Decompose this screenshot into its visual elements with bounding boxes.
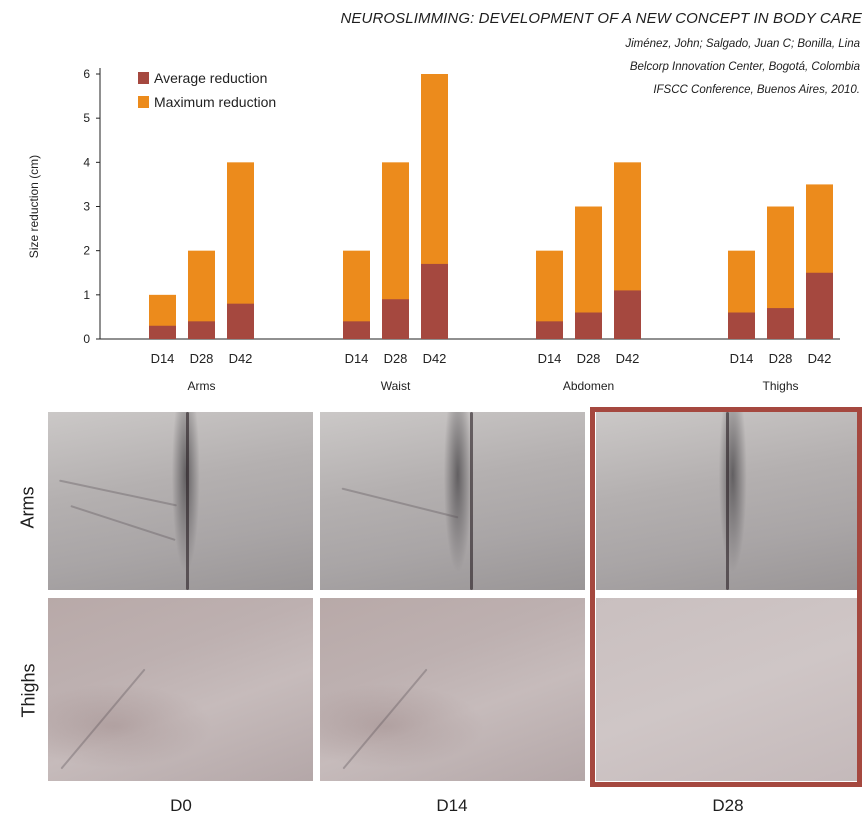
bar-avg-abdomen-d14: [536, 321, 563, 339]
y-tick-label-3: 3: [83, 200, 90, 214]
group-label-arms: Arms: [188, 379, 216, 393]
authors-line: Jiménez, John; Salgado, Juan C; Bonilla,…: [625, 38, 860, 50]
bar-avg-waist-d14: [343, 321, 370, 339]
x-tick-label: D28: [190, 351, 214, 366]
bar-avg-arms-d14: [149, 325, 176, 339]
y-tick-label-4: 4: [83, 155, 90, 169]
highlight-frame-d28: [590, 407, 862, 787]
bar-avg-arms-d42: [227, 303, 254, 339]
bar-avg-thighs-d42: [806, 272, 833, 339]
y-tick-label-6: 6: [83, 67, 90, 81]
bar-avg-abdomen-d42: [614, 290, 641, 339]
photo-arms-d28: [596, 412, 859, 590]
y-tick-label-5: 5: [83, 111, 90, 125]
x-tick-label: D42: [229, 351, 253, 366]
y-axis-label: Size reduction (cm): [27, 155, 41, 258]
y-tick-label-2: 2: [83, 244, 90, 258]
x-tick-label: D42: [616, 351, 640, 366]
x-tick-label: D28: [577, 351, 601, 366]
page-title: NEUROSLIMMING: DEVELOPMENT OF A NEW CONC…: [340, 10, 862, 27]
conference-line: IFSCC Conference, Buenos Aires, 2010.: [653, 84, 860, 96]
photo-thighs-d0: [48, 598, 313, 781]
x-tick-label: D14: [151, 351, 175, 366]
bar-avg-waist-d28: [382, 299, 409, 339]
photo-arms-d0: [48, 412, 313, 590]
x-tick-label: D14: [345, 351, 369, 366]
affiliation-line: Belcorp Innovation Center, Bogotá, Colom…: [629, 61, 860, 73]
group-label-waist: Waist: [381, 379, 411, 393]
col-label-d14: D14: [436, 796, 468, 815]
bar-avg-abdomen-d28: [575, 312, 602, 339]
x-tick-label: D42: [808, 351, 832, 366]
col-label-d0: D0: [170, 796, 192, 815]
legend-label-0: Average reduction: [154, 70, 267, 86]
y-tick-label-0: 0: [83, 332, 90, 346]
legend-label-1: Maximum reduction: [154, 94, 276, 110]
size-reduction-chart: 0 1 2 3 4 5 6 Size reduction (cm) D14 D28 D42 Arms D…: [27, 67, 840, 393]
group-label-thighs: Thighs: [762, 379, 798, 393]
photo-arms-d14: [320, 412, 585, 590]
photo-thighs-d28: [596, 598, 859, 781]
x-tick-label: D42: [423, 351, 447, 366]
bar-avg-arms-d28: [188, 321, 215, 339]
x-tick-label: D28: [769, 351, 793, 366]
col-label-d28: D28: [712, 796, 744, 815]
group-label-abdomen: Abdomen: [563, 379, 614, 393]
row-label-arms: Arms: [17, 486, 38, 529]
y-tick-label-1: 1: [83, 288, 90, 302]
bar-avg-thighs-d28: [767, 308, 794, 339]
legend-swatch-0: [138, 72, 149, 84]
photo-thighs-d14: [320, 598, 585, 781]
x-tick-label: D14: [730, 351, 754, 366]
legend-swatch-1: [138, 96, 149, 108]
bar-avg-thighs-d14: [728, 312, 755, 339]
bar-avg-waist-d42: [421, 263, 448, 339]
row-label-thighs: Thighs: [18, 663, 39, 718]
x-tick-label: D28: [384, 351, 408, 366]
x-tick-label: D14: [538, 351, 562, 366]
